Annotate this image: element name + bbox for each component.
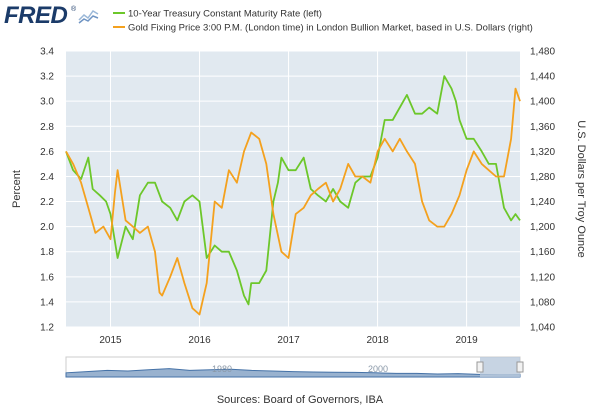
left-tick-label: 2.6 [40,147,54,158]
right-tick-label: 1,360 [530,122,555,133]
right-tick-label: 1,160 [530,247,555,258]
right-tick-label: 1,200 [530,222,555,233]
gridlines [66,50,520,328]
plot-area [66,51,520,327]
right-tick-label: 1,040 [530,323,555,334]
x-tick-label: 2018 [366,335,389,346]
left-tick-label: 1.4 [40,297,54,308]
navigator-overview-area [65,368,521,378]
right-tick-label: 1,120 [530,272,555,283]
series-line-gold [65,87,521,316]
fred-logo-text: FRED [4,2,68,29]
range-navigator[interactable]: 1980 2000 [65,356,524,378]
right-tick-label: 1,280 [530,172,555,183]
left-axis-label: Percent [11,170,23,208]
left-tick-label: 2.0 [40,222,54,233]
x-axis-ticks: 2015 2016 2017 2018 2019 [99,335,478,346]
navigator-handle-right[interactable] [516,361,524,373]
left-tick-label: 3.4 [40,47,54,58]
navigator-label-2000: 2000 [368,364,388,374]
navigator-handle-left[interactable] [476,361,484,373]
series-layer [65,75,521,316]
fred-sparkline-icon [78,10,99,24]
navigator-selection-window[interactable] [480,357,520,377]
left-tick-label: 1.2 [40,323,54,334]
left-tick-label: 2.4 [40,172,54,183]
left-tick-label: 3.0 [40,97,54,108]
legend-label-gold: Gold Fixing Price 3:00 P.M. (London time… [128,23,533,34]
x-tick-label: 2016 [188,335,211,346]
left-tick-label: 1.6 [40,272,54,283]
right-tick-label: 1,440 [530,72,555,83]
navigator-label-1980: 1980 [212,364,232,374]
x-tick-label: 2015 [99,335,122,346]
fred-logo[interactable]: FRED ® [4,2,99,29]
fred-reg-mark: ® [71,5,77,13]
right-axis-ticks: 1,040 1,080 1,120 1,160 1,200 1,240 1,280 1,320… [530,47,555,334]
left-tick-label: 3.2 [40,72,54,83]
left-tick-label: 1.8 [40,247,54,258]
left-tick-label: 2.2 [40,197,54,208]
right-tick-label: 1,400 [530,97,555,108]
right-tick-label: 1,240 [530,197,555,208]
left-axis-ticks: 1.2 1.4 1.6 1.8 2.0 2.2 2.4 2.6 2.8 3.0 3.2 3.4 [40,47,54,334]
legend: 10-Year Treasury Constant Maturity Rate … [113,9,533,34]
sources-text: Sources: Board of Governors, IBA [217,394,384,406]
x-tick-label: 2019 [455,335,478,346]
right-tick-label: 1,480 [530,47,555,58]
right-tick-label: 1,320 [530,147,555,158]
right-axis-label: U.S. Dollars per Troy Ounce [575,120,587,258]
legend-label-treasury: 10-Year Treasury Constant Maturity Rate … [128,9,322,20]
left-tick-label: 2.8 [40,122,54,133]
series-line-treasury [65,75,521,306]
x-tick-label: 2017 [277,335,300,346]
right-tick-label: 1,080 [530,297,555,308]
